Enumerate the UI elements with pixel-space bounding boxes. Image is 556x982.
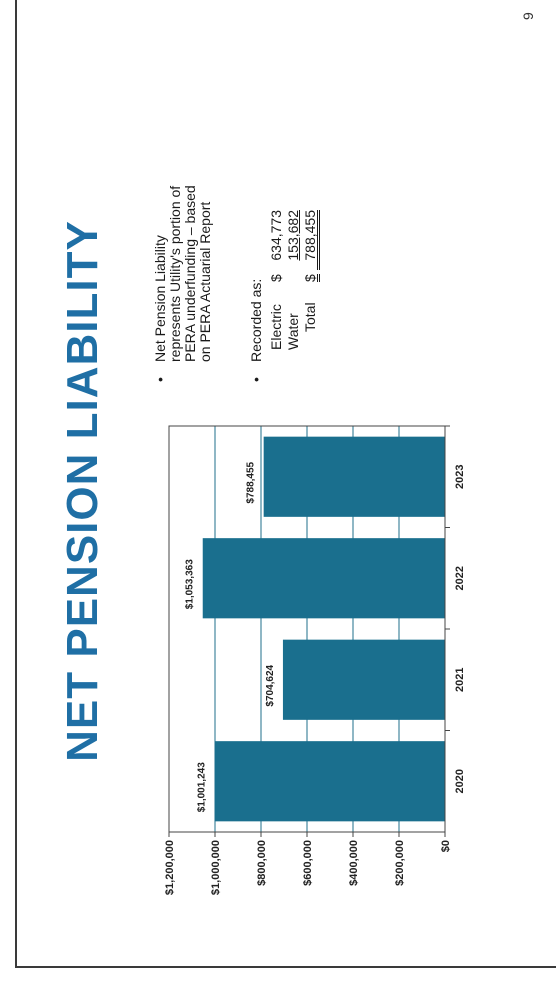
recorded-amount-total: 788,455 — [302, 210, 320, 270]
bullet-dot: • — [248, 377, 264, 382]
bar-chart: $0 $200,000 $400,000 $600,000 $800,000 $1,000… — [164, 425, 466, 895]
bullet1-line-3: PERA underfunding – based — [182, 185, 198, 362]
chart-x-tick-labels: 2020 2021 2022 2023 — [454, 465, 466, 794]
recorded-label-electric: Electric — [268, 304, 284, 350]
y-tick-label: $1,200,000 — [164, 840, 176, 895]
x-tick-label-2022: 2022 — [454, 566, 466, 590]
bar-2022 — [202, 538, 445, 619]
recorded-symbol-electric: $ — [268, 274, 284, 282]
chart-data-labels: $1,001,243 $704,624 $1,053,363 $788,455 — [185, 461, 276, 812]
chart-axes — [168, 425, 450, 833]
y-tick-label: $600,000 — [302, 840, 314, 886]
y-tick-label: $200,000 — [394, 840, 406, 886]
recorded-heading: Recorded as: — [248, 278, 264, 362]
y-tick-label: $1,000,000 — [210, 840, 222, 895]
y-tick-label: $0 — [440, 840, 452, 852]
y-tick-label: $800,000 — [256, 840, 268, 886]
page-number: 9 — [520, 12, 536, 20]
chart-bars — [202, 436, 446, 822]
y-tick-label: $400,000 — [348, 840, 360, 886]
bar-2021 — [282, 639, 446, 720]
bullet-net-pension: • Net Pension Liability represents Utili… — [152, 182, 213, 382]
bullet1-line-1: Net Pension Liability — [152, 235, 168, 362]
bullet1-line-4: on PERA Actuarial Report — [197, 201, 213, 362]
recorded-amount-electric: 634,773 — [268, 210, 284, 261]
bar-2023 — [263, 436, 446, 517]
x-tick-label-2021: 2021 — [454, 668, 466, 692]
page-frame-left — [15, 0, 17, 968]
data-label-2022: $1,053,363 — [185, 559, 196, 609]
recorded-amount-water: 153,682 — [285, 210, 301, 261]
data-label-2023: $788,455 — [246, 461, 257, 503]
recorded-label-water: Water — [285, 313, 301, 350]
recorded-label-total: Total — [302, 302, 318, 332]
bullet-recorded-as: • Recorded as: Electric $ 634,773 Water … — [248, 142, 320, 382]
recorded-symbol-total: $ — [302, 274, 320, 282]
bullet-dot: • — [152, 377, 168, 382]
bullet1-line-2: represents Utility's portion of — [167, 185, 183, 362]
page-frame-bottom — [15, 966, 556, 968]
chart-y-tick-labels: $0 $200,000 $400,000 $600,000 $800,000 $1,000… — [164, 840, 452, 895]
data-label-2020: $1,001,243 — [197, 762, 208, 812]
x-tick-label-2023: 2023 — [454, 465, 466, 489]
data-label-2021: $704,624 — [265, 664, 276, 706]
bar-2020 — [214, 741, 445, 822]
x-tick-label-2020: 2020 — [454, 769, 466, 793]
